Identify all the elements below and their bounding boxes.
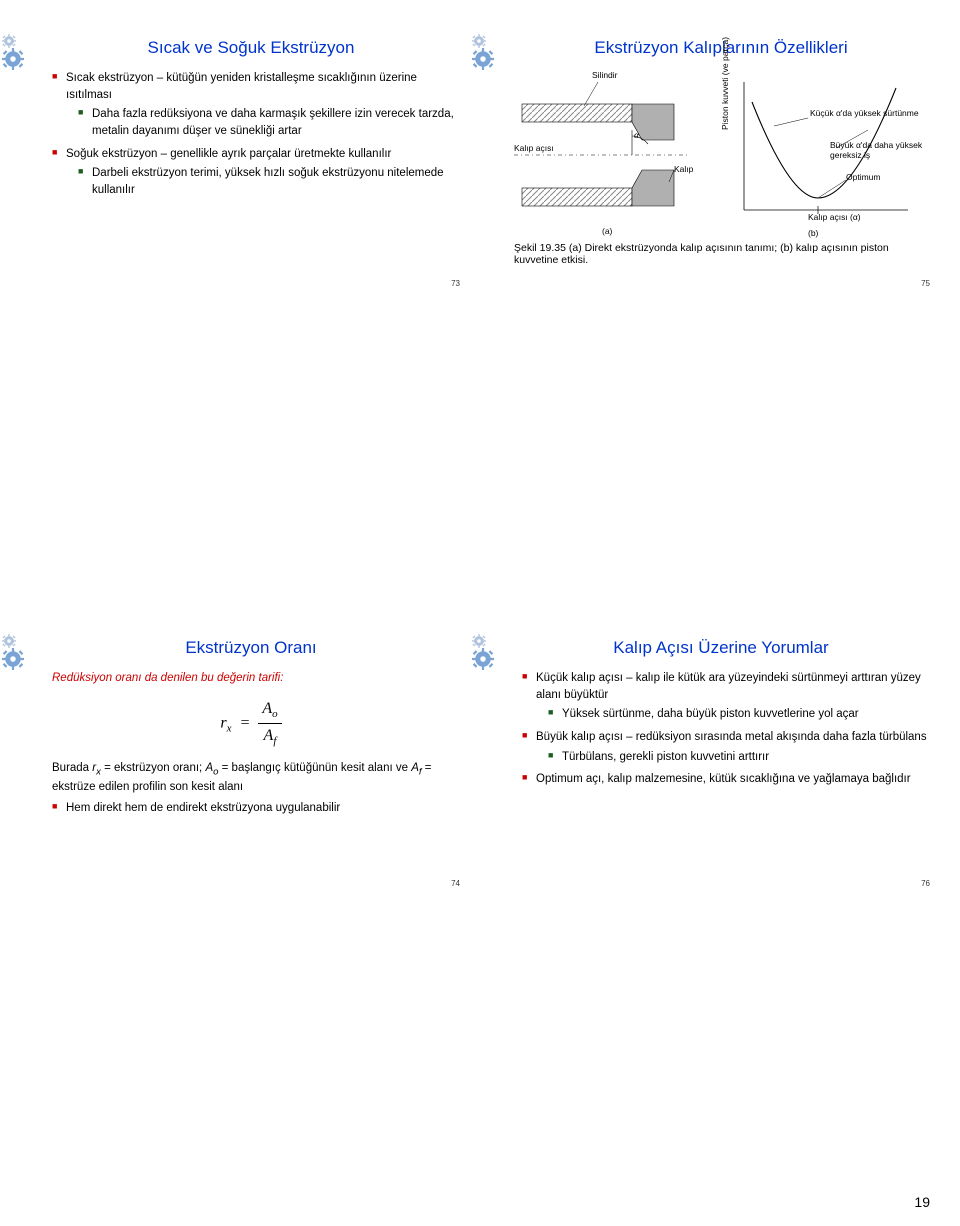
bullet-text: Soğuk ekstrüzyon – genellikle ayrık parç… <box>66 148 391 160</box>
slide-title: Sıcak ve Soğuk Ekstrüzyon <box>44 38 458 58</box>
definition-text: Burada rx = ekstrüzyon oranı; Ao = başla… <box>52 760 450 796</box>
bullet-l1: Küçük kalıp açısı – kalıp ile kütük ara … <box>522 670 928 723</box>
slide-76: Kalıp Açısı Üzerine Yorumlar Küçük kalıp… <box>490 630 940 890</box>
figure-a: Silindir Kalıp açısı α Kalıp (a) <box>514 70 704 232</box>
bullet-l2: Daha fazla redüksiyona ve daha karmaşık … <box>78 106 458 139</box>
curve-label-b: Büyük α'da daha yüksek gereksiz iş <box>830 140 925 160</box>
gear-icon <box>472 634 498 670</box>
bullet-l1: Hem direkt hem de endirekt ekstrüzyona u… <box>52 800 458 817</box>
slide-73: Sıcak ve Soğuk Ekstrüzyon Sıcak ekstrüzy… <box>20 30 470 290</box>
curve-label-opt: Optimum <box>846 172 880 182</box>
fig-b-label: (b) <box>808 228 818 238</box>
blank-area <box>490 330 940 590</box>
figure-b: Piston kuvveti (ve parça) Küçük α'da yük… <box>718 70 918 232</box>
label-kalip: Kalıp <box>674 164 693 174</box>
slide-number: 74 <box>451 879 460 888</box>
label-kalip-acisi: Kalıp açısı <box>514 143 554 153</box>
y-axis-label: Piston kuvveti (ve parça) <box>720 37 730 130</box>
slide-74: Ekstrüzyon Oranı Redüksiyon oranı da den… <box>20 630 470 890</box>
x-axis-label: Kalıp açısı (α) <box>808 212 861 222</box>
figure-caption: Şekil 19.35 (a) Direkt ekstrüzyonda kalı… <box>514 242 928 266</box>
slide-number: 73 <box>451 279 460 288</box>
bullet-l2: Türbülans, gerekli piston kuvvetini artt… <box>548 749 928 766</box>
figure-row: Silindir Kalıp açısı α Kalıp (a) <box>514 70 928 232</box>
blank-area <box>20 330 470 590</box>
label-alpha: α <box>634 130 639 140</box>
bullet-l1: Optimum açı, kalıp malzemesine, kütük sı… <box>522 771 928 788</box>
bullet-l1: Sıcak ekstrüzyon – kütüğün yeniden krist… <box>52 70 458 140</box>
gear-icon <box>2 634 28 670</box>
slide-number: 76 <box>921 879 930 888</box>
intro-text-italic: Redüksiyon oranı da denilen bu değerin t… <box>52 672 283 684</box>
bullet-l1: Soğuk ekstrüzyon – genellikle ayrık parç… <box>52 146 458 199</box>
slide-number: 75 <box>921 279 930 288</box>
slide-75: Ekstrüzyon Kalıplarının Özellikleri <box>490 30 940 290</box>
slide-title: Ekstrüzyon Oranı <box>44 638 458 658</box>
gear-icon <box>2 34 28 70</box>
gear-icon <box>472 34 498 70</box>
page-number: 19 <box>914 1194 930 1210</box>
bullet-l2: Darbeli ekstrüzyon terimi, yüksek hızlı … <box>78 165 458 198</box>
bullet-text: Sıcak ekstrüzyon – kütüğün yeniden krist… <box>66 72 417 101</box>
bullet-l2: Yüksek sürtünme, daha büyük piston kuvve… <box>548 706 928 723</box>
formula: rx = Ao Af <box>44 697 458 750</box>
label-silindir: Silindir <box>592 70 618 80</box>
curve-label-a: Küçük α'da yüksek sürtünme <box>810 108 920 118</box>
bullet-l1: Büyük kalıp açısı – redüksiyon sırasında… <box>522 729 928 765</box>
fig-a-label: (a) <box>602 226 612 236</box>
slide-title: Kalıp Açısı Üzerine Yorumlar <box>514 638 928 658</box>
